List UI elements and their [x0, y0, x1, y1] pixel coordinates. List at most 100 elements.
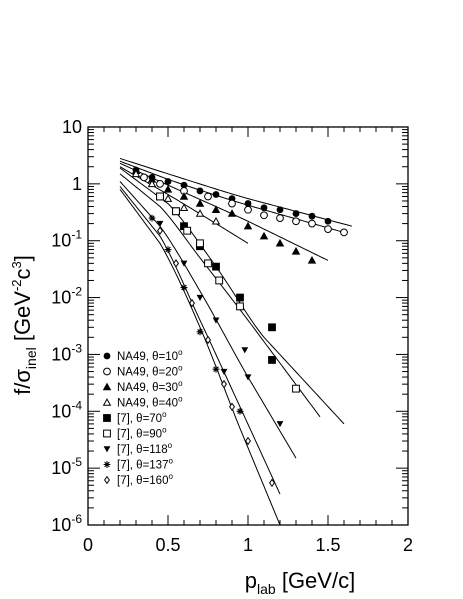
y-tick-label-exponent: -1 — [71, 228, 82, 242]
data-point — [195, 209, 205, 217]
legend-label: [7], θ=137o — [117, 457, 173, 472]
y-axis-title-main: f/σ — [10, 369, 35, 395]
data-point — [221, 379, 227, 389]
y-tick-label: 10-4 — [51, 398, 82, 421]
data-point — [195, 199, 205, 207]
y-tick-label-exponent: -2 — [71, 285, 82, 299]
data-point — [236, 407, 244, 415]
data-point — [140, 173, 148, 182]
y-tick-label-exponent: -6 — [71, 512, 82, 526]
legend-marker — [102, 398, 112, 406]
data-point — [183, 226, 192, 235]
fit-curve — [119, 186, 281, 495]
data-point — [179, 192, 189, 200]
data-point — [340, 228, 348, 237]
data-point — [164, 178, 172, 185]
y-tick-label-base: 1 — [72, 174, 82, 194]
data-point — [212, 365, 220, 373]
data-point — [131, 169, 141, 178]
data-point — [244, 200, 252, 207]
y-tick-label: 10-6 — [51, 512, 82, 535]
data-point — [205, 335, 211, 345]
data-point — [189, 298, 195, 308]
y-axis-title: f/σinel [GeV-2c3] — [9, 255, 39, 395]
y-tick-label: 10 — [62, 117, 82, 137]
data-point — [276, 206, 284, 214]
legend-marker — [102, 382, 112, 391]
legend-marker — [103, 461, 111, 468]
y-tick-label-base: 10 — [62, 117, 82, 137]
data-point — [179, 203, 189, 211]
data-markers — [131, 166, 348, 488]
y-tick-label-base: 10 — [51, 458, 71, 478]
data-point — [324, 217, 332, 225]
data-point — [228, 199, 236, 208]
data-point — [172, 207, 180, 216]
fit-curve — [119, 173, 321, 418]
data-point — [196, 239, 204, 248]
y-axis-title-unit-c: ] — [10, 255, 35, 261]
legend-label-degree: o — [168, 472, 173, 481]
data-point — [245, 436, 251, 446]
x-tick-label: 0.5 — [155, 535, 180, 555]
legend-label: NA49, θ=20o — [117, 364, 183, 379]
legend-label-degree: o — [168, 441, 173, 450]
y-axis-title-sub: inel — [23, 347, 39, 369]
legend-label-text: [7], θ=90 — [117, 429, 162, 441]
data-point — [229, 402, 235, 412]
x-tick-label: 1.5 — [315, 535, 340, 555]
data-point — [268, 356, 276, 364]
data-point — [196, 328, 204, 336]
legend-label: NA49, θ=40o — [117, 395, 183, 410]
y-tick-label-base: 10 — [51, 344, 71, 364]
data-point — [236, 302, 244, 311]
y-axis-title-sup-a: -2 — [9, 279, 24, 291]
legend-marker — [103, 414, 111, 422]
legend-label: [7], θ=118o — [117, 441, 173, 456]
y-axis-title-unit-a: [GeV — [10, 291, 35, 348]
legend-label-text: [7], θ=118 — [117, 444, 168, 456]
data-point — [148, 214, 156, 222]
y-tick-label-base: 10 — [51, 288, 71, 308]
legend-marker — [103, 446, 111, 453]
data-point — [180, 260, 188, 267]
x-axis-title: plab [GeV/c] — [245, 568, 355, 597]
data-point — [215, 276, 224, 285]
legend-label-degree: o — [178, 364, 183, 373]
y-tick-label: 1 — [72, 174, 82, 194]
data-point — [308, 212, 316, 220]
data-point — [307, 256, 317, 264]
legend-label-text: [7], θ=137 — [117, 460, 168, 472]
y-axis-title-sup-b: 3 — [9, 261, 24, 268]
data-point — [268, 323, 276, 332]
data-point — [276, 421, 284, 428]
fit-curve — [119, 181, 297, 459]
legend-marker — [103, 367, 111, 376]
data-point — [292, 210, 300, 217]
legend-label-degree: o — [178, 379, 183, 388]
y-tick-label-exponent: -4 — [71, 398, 82, 412]
legend-label: [7], θ=70o — [117, 410, 167, 425]
data-point — [196, 294, 204, 301]
legend-marker — [103, 429, 111, 438]
legend-label-text: NA49, θ=10 — [117, 351, 178, 363]
data-point — [156, 192, 164, 201]
legend-label-text: NA49, θ=30 — [117, 382, 178, 394]
data-point — [156, 220, 164, 227]
legend-label-degree: o — [162, 410, 167, 419]
legend-label: NA49, θ=30o — [117, 379, 183, 394]
y-tick-label: 10-1 — [51, 228, 82, 251]
data-point — [275, 238, 285, 247]
data-point — [308, 219, 316, 228]
data-point — [292, 217, 300, 226]
data-point — [212, 317, 220, 324]
x-tick-label: 0 — [83, 535, 93, 555]
data-point — [241, 347, 249, 354]
data-point — [236, 293, 244, 302]
data-point — [211, 216, 221, 225]
y-axis-title-unit-b: c — [10, 268, 35, 279]
data-point — [156, 179, 164, 188]
data-point — [276, 214, 284, 222]
data-point — [244, 205, 252, 214]
